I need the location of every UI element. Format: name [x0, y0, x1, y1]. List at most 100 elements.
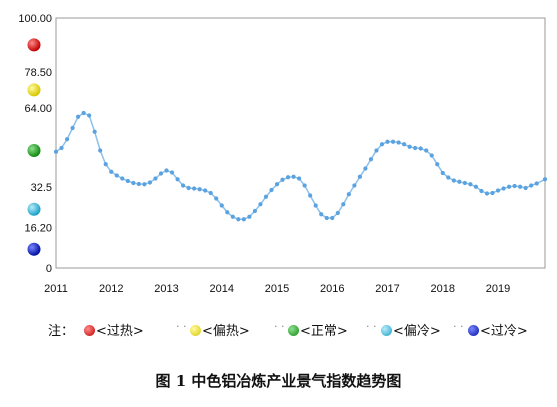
data-point [484, 191, 490, 196]
data-point [214, 196, 219, 201]
data-point [473, 184, 479, 189]
data-point [440, 170, 445, 176]
data-point [180, 183, 186, 188]
legend-item-normal: <正常> [288, 320, 348, 339]
y-tick-label: 64.00 [24, 103, 52, 115]
legend-note-label: 注： [48, 324, 75, 339]
data-point [64, 137, 70, 142]
data-point [131, 180, 136, 186]
data-point [468, 182, 473, 187]
data-point [357, 174, 362, 179]
blue-zone-marker [27, 242, 41, 256]
green-dot-icon [288, 325, 299, 336]
x-tick-label: 2015 [265, 283, 289, 295]
data-point [230, 214, 235, 219]
data-point [429, 153, 434, 158]
plot-area-frame [55, 17, 546, 269]
data-point [225, 210, 230, 215]
data-point [313, 203, 318, 208]
data-point [534, 181, 539, 186]
data-point [164, 168, 169, 173]
data-point [501, 186, 506, 191]
x-tick-label: 2019 [486, 283, 510, 295]
data-point [435, 162, 440, 167]
data-point [352, 183, 357, 188]
data-point [274, 182, 280, 187]
cyan-zone-marker [27, 202, 41, 216]
data-point [418, 146, 423, 151]
data-point [413, 145, 418, 151]
data-point [247, 214, 252, 219]
data-point [186, 185, 191, 191]
data-point [379, 142, 385, 147]
data-point [490, 190, 495, 196]
x-tick-label: 2017 [375, 283, 399, 295]
data-point [302, 183, 307, 188]
data-point [203, 188, 208, 193]
y-tick-label: 32.5 [31, 182, 52, 194]
chart: 0 16.20 32.5 64.00 78.50 100.00 2011 2012 2013 2… [18, 13, 548, 295]
data-point [512, 183, 517, 189]
data-point [109, 169, 114, 174]
legend: 注： <过热> · · <偏热> · · <正常> · · <偏冷> · · <… [48, 320, 528, 339]
data-point [98, 148, 103, 153]
data-point [451, 178, 456, 183]
data-point [335, 210, 340, 216]
data-point [147, 180, 153, 185]
data-point [446, 175, 451, 180]
y-tick-label: 16.20 [24, 223, 52, 235]
data-point [506, 184, 512, 189]
x-tick-label: 2016 [320, 283, 344, 295]
data-point [523, 185, 528, 191]
data-point [236, 217, 241, 222]
data-point [125, 178, 130, 184]
x-tick-label: 2012 [99, 283, 123, 295]
data-point [385, 139, 390, 144]
data-point [59, 145, 64, 151]
data-point [208, 190, 213, 196]
data-point [241, 217, 246, 222]
y-tick-label: 100.00 [18, 13, 52, 25]
x-tick-label: 2011 [44, 283, 68, 295]
data-point [495, 188, 501, 193]
data-point [153, 176, 158, 181]
x-tick-label: 2013 [154, 283, 178, 295]
data-point [219, 203, 224, 208]
data-point [175, 177, 180, 182]
legend-item-warm: <偏热> [190, 320, 250, 339]
yellow-dot-icon [190, 325, 201, 336]
figure-caption: 图 1 中色铝冶炼产业景气指数趋势图 [155, 372, 402, 390]
data-point [87, 113, 92, 118]
data-point [529, 183, 534, 188]
data-point [169, 170, 175, 175]
data-point [285, 175, 291, 180]
red-zone-marker [27, 38, 41, 52]
data-point [197, 187, 202, 192]
data-point [374, 148, 379, 153]
data-point [158, 171, 164, 176]
data-point [324, 215, 329, 221]
data-point [363, 166, 368, 171]
data-point [142, 182, 147, 187]
data-point [92, 129, 97, 134]
data-point [341, 202, 346, 207]
cyan-dot-icon [381, 325, 392, 336]
data-point [120, 176, 125, 181]
data-point [53, 149, 59, 154]
green-zone-marker [27, 144, 41, 157]
data-point [518, 184, 523, 189]
data-point [457, 179, 462, 184]
data-point [396, 140, 401, 145]
data-point [263, 194, 269, 199]
data-point [280, 177, 285, 182]
data-point [319, 212, 324, 217]
data-point [269, 187, 274, 193]
data-point [479, 188, 484, 194]
data-point [70, 125, 75, 131]
data-point [297, 176, 302, 181]
data-point [252, 208, 258, 214]
data-point [114, 173, 119, 178]
legend-item-overheat: <过热> [84, 320, 144, 339]
data-point [346, 192, 351, 197]
data-point [258, 202, 263, 207]
